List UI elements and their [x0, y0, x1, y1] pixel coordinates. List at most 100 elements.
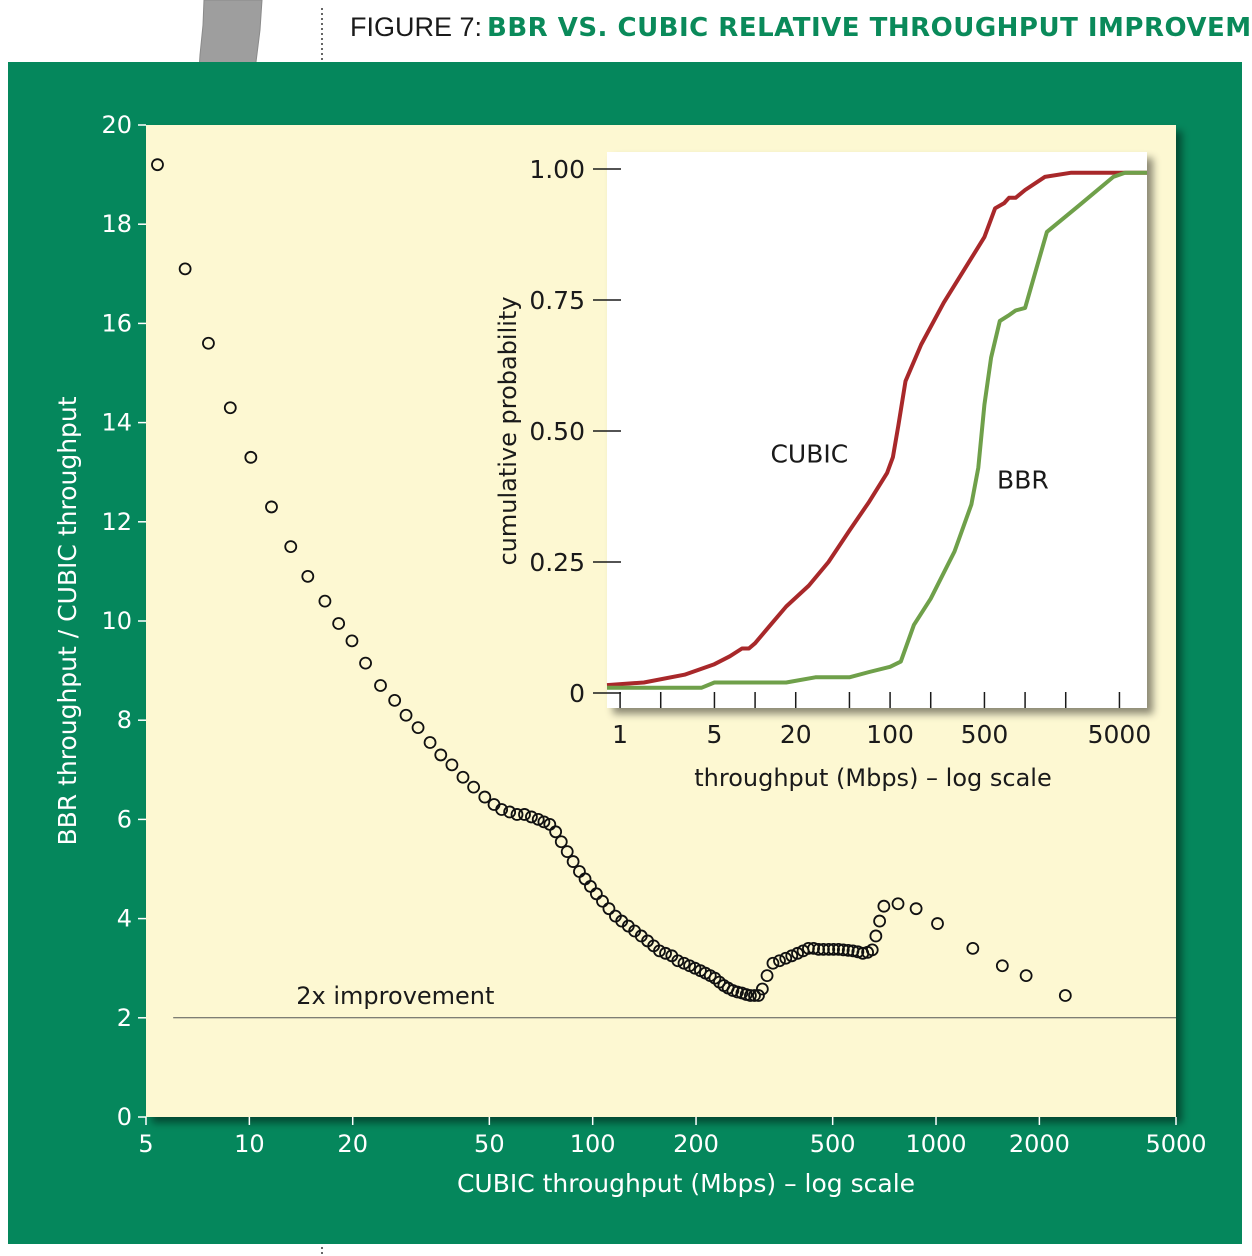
y-tick-label: 10 [101, 607, 132, 635]
scatter-point [766, 956, 780, 970]
scatter-point [467, 780, 481, 794]
scatter-point [827, 942, 840, 956]
scatter-point [411, 721, 425, 735]
scatter-point [966, 941, 980, 955]
scatter-point [602, 902, 616, 916]
scatter-point [873, 914, 887, 928]
scatter-point [1019, 969, 1033, 983]
y-tick-label: 16 [101, 309, 132, 337]
scatter-point [399, 708, 413, 722]
scatter-point [659, 946, 672, 960]
main-y-axis-title: BBR throughput / CUBIC throughput [53, 396, 82, 845]
scatter-point [151, 158, 164, 172]
scatter-point [909, 902, 923, 916]
scatter-point [554, 835, 568, 849]
scatter-point [785, 949, 799, 963]
x-tick-label: 2000 [1009, 1130, 1070, 1158]
inset-y-axis-title: cumulative probability [494, 296, 522, 565]
inset-y-tick-label: 0 [569, 679, 585, 708]
scatter-point [374, 679, 387, 692]
inset-x-tick-label: 5000 [1088, 720, 1152, 749]
scatter-point [549, 825, 563, 839]
scatter-point [1058, 989, 1072, 1002]
y-tick-label: 0 [117, 1103, 132, 1131]
scatter-point [779, 951, 793, 965]
x-tick-label: 500 [810, 1130, 856, 1158]
scatter-point [265, 500, 278, 514]
scatter-point [518, 808, 531, 821]
scatter-point [807, 941, 821, 955]
y-tick-label: 4 [117, 905, 132, 933]
scatter-point [877, 899, 891, 913]
main-x-axis-title: CUBIC throughput (Mbps) – log scale [457, 1169, 915, 1198]
x-tick-label: 200 [673, 1130, 719, 1158]
scatter-point [388, 693, 402, 707]
scatter-point [752, 989, 765, 1002]
inset-x-axis-title: throughput (Mbps) – log scale [694, 764, 1052, 792]
scatter-point [332, 617, 346, 630]
inset-y-tick-label: 1.00 [529, 155, 585, 184]
scatter-point [503, 805, 517, 819]
figure-title: BBR VS. CUBIC RELATIVE THROUGHPUT IMPROV… [487, 13, 1252, 43]
x-tick-label: 100 [570, 1130, 616, 1158]
scatter-point [445, 758, 459, 772]
inset-plot-background [607, 152, 1147, 708]
scatter-point [755, 982, 769, 996]
inset-x-tick-label: 100 [866, 720, 914, 749]
inset-x-tick-label: 1 [612, 720, 628, 749]
scatter-point [744, 989, 757, 1002]
y-tick-label: 12 [101, 508, 132, 536]
scatter-point [345, 634, 359, 648]
scatter-point [596, 894, 609, 908]
inset-x-tick-label: 20 [780, 720, 812, 749]
scatter-point [531, 813, 545, 826]
figure-label: FIGURE 7: [350, 12, 482, 42]
inset-x-tick-label: 500 [961, 720, 1009, 749]
inset-y-tick-label: 0.50 [529, 417, 585, 446]
scatter-point [653, 944, 666, 958]
scatter-points [151, 158, 1072, 1002]
y-tick-label: 6 [117, 805, 132, 833]
scatter-point [841, 943, 855, 957]
scatter-point [244, 450, 258, 464]
inset-y-tick-label: 0.75 [529, 286, 585, 315]
inset-cdf-chart: 0 0.25 0.50 0.75 1.00 1 5 20 100 500 5000 throughp… [494, 152, 1151, 792]
x-tick-label: 5000 [1145, 1130, 1206, 1158]
reference-line-label: 2x improvement [296, 982, 494, 1010]
series-line-bbr [607, 170, 1147, 690]
scatter-point [202, 336, 215, 350]
y-tick-label: 2 [117, 1004, 132, 1032]
x-tick-label: 10 [234, 1130, 265, 1158]
x-tick-label: 50 [474, 1130, 505, 1158]
scatter-point [478, 790, 492, 804]
scatter-point [836, 943, 850, 957]
scatter-point [537, 815, 551, 829]
scatter-point [566, 855, 580, 868]
scatter-point [865, 943, 879, 957]
scatter-point [748, 989, 761, 1002]
inset-x-tick-label: 5 [706, 720, 722, 749]
scatter-point [525, 810, 538, 824]
x-tick-label: 1000 [905, 1130, 966, 1158]
scatter-point [671, 954, 685, 968]
scatter-point [423, 736, 437, 749]
x-tick-label: 20 [337, 1130, 368, 1158]
y-tick-label: 14 [101, 409, 132, 437]
inset-axis-ticks: 0 0.25 0.50 0.75 1.00 1 5 20 100 500 5000 [529, 155, 1151, 749]
scatter-point [284, 540, 298, 553]
scatter-point [891, 897, 905, 911]
y-tick-label: 18 [101, 210, 132, 238]
scatter-point [773, 954, 786, 968]
series-label-cubic: CUBIC [770, 439, 848, 468]
scatter-point [434, 748, 448, 762]
scatter-point [223, 401, 237, 415]
inset-series-lines [606, 170, 1147, 690]
scatter-point [318, 594, 332, 608]
scatter-point [995, 959, 1009, 973]
scatter-point [589, 887, 603, 901]
scatter-point [869, 929, 883, 943]
scatter-point [301, 569, 315, 583]
scatter-point [832, 942, 845, 956]
